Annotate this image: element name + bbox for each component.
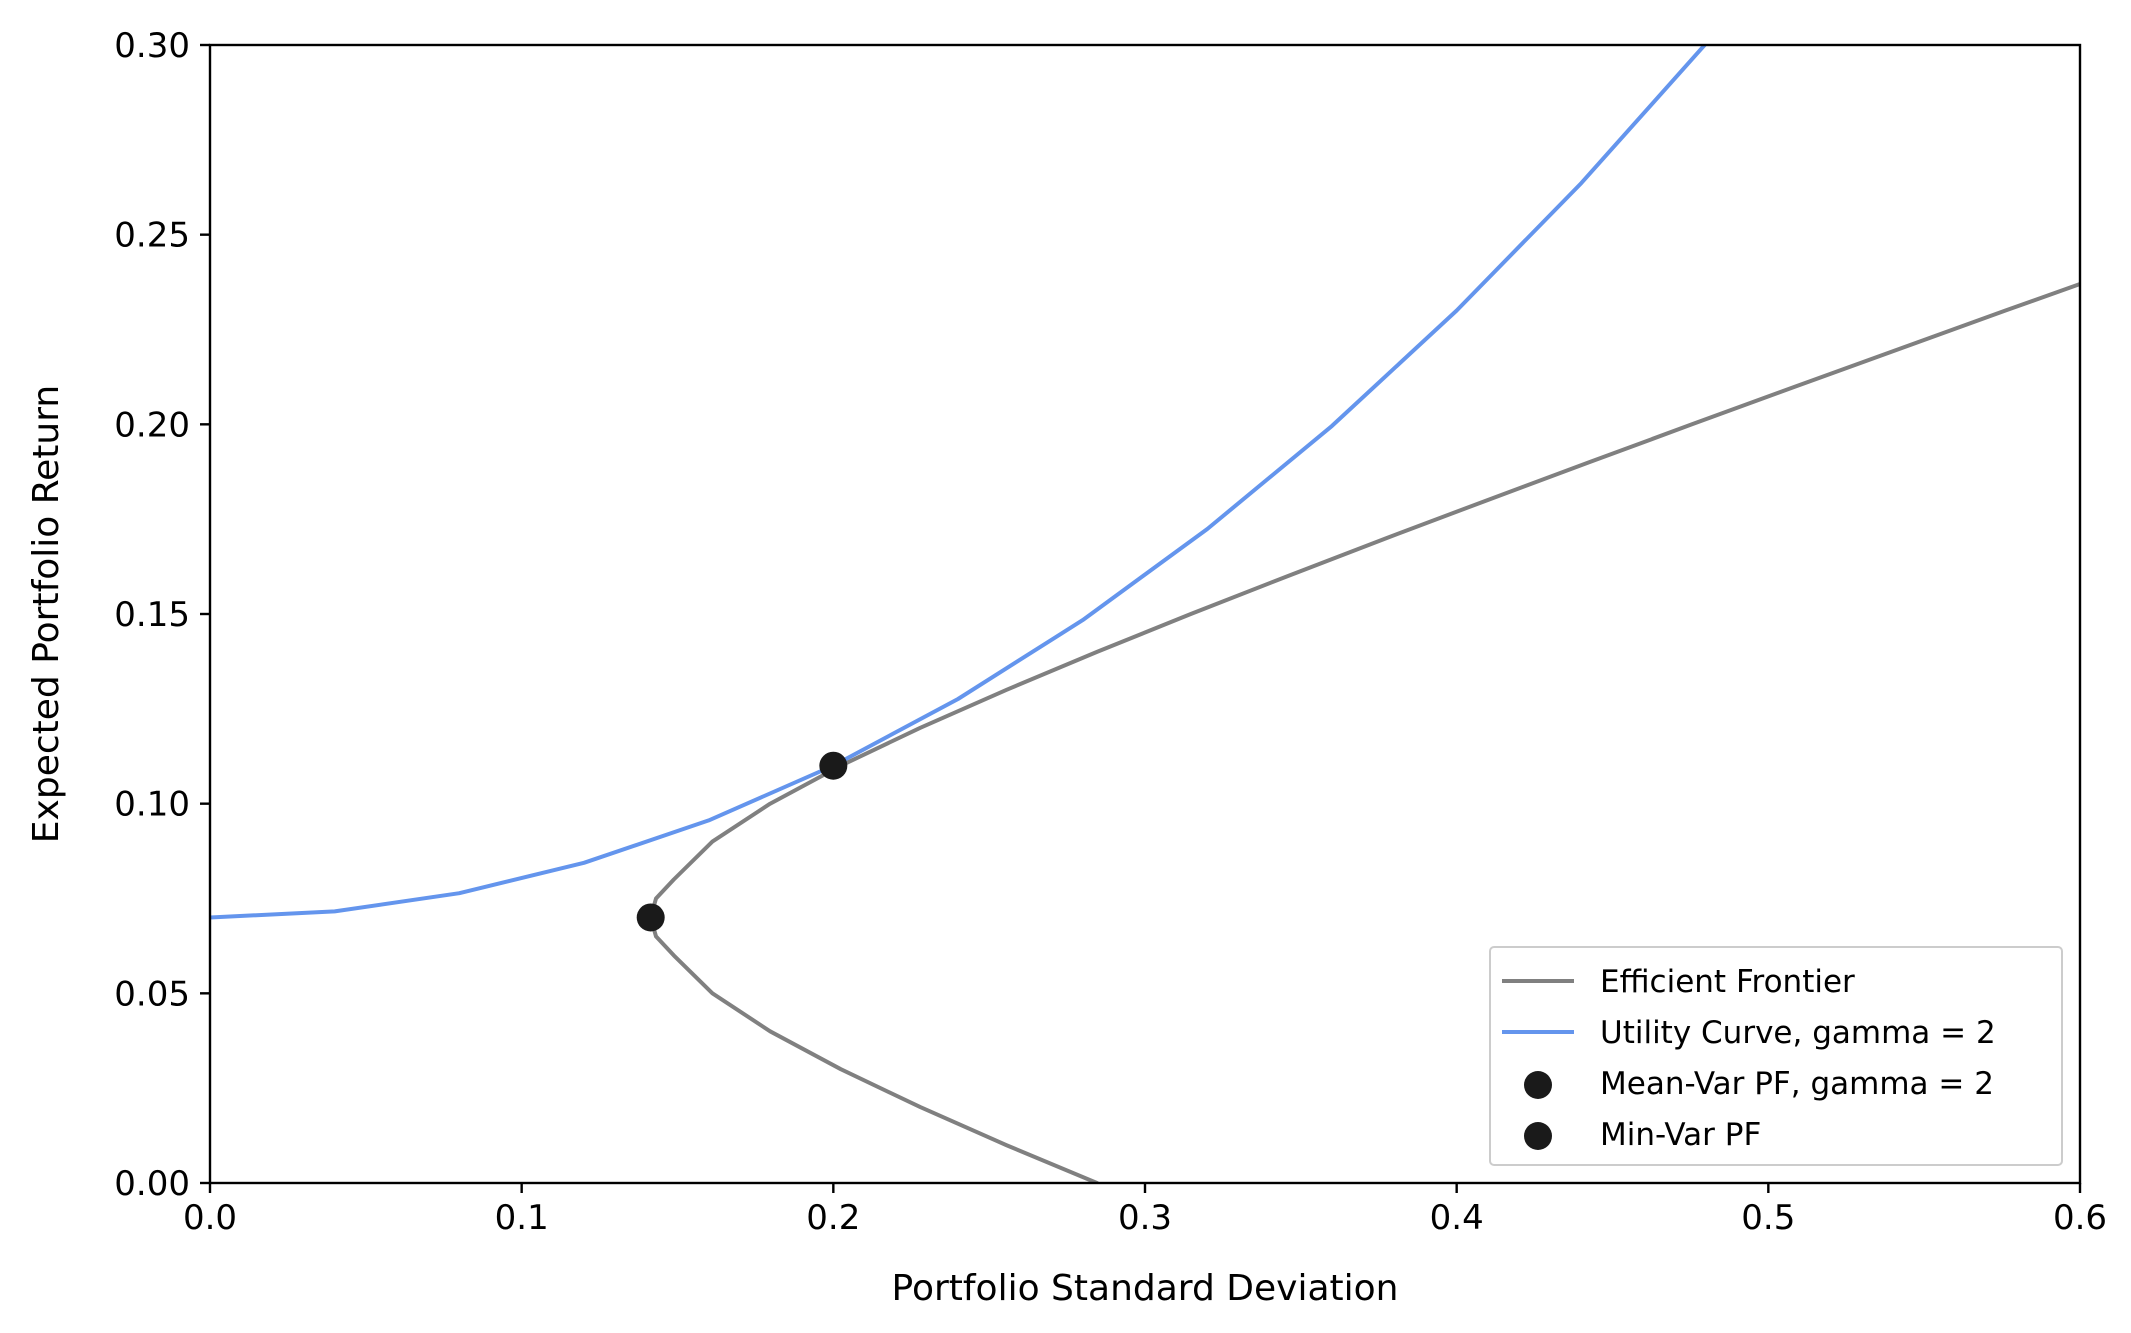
y-axis-label: Expected Portfolio Return bbox=[26, 385, 67, 843]
series-line-1 bbox=[210, 45, 1708, 920]
x-tick-label: 0.6 bbox=[2053, 1198, 2107, 1238]
x-tick-label: 0.3 bbox=[1118, 1198, 1172, 1238]
y-tick-label: 0.15 bbox=[114, 595, 190, 635]
marker-layer bbox=[636, 751, 848, 932]
legend: Efficient Frontier Utility Curve, gamma =… bbox=[1489, 946, 2063, 1166]
x-tick-label: 0.4 bbox=[1430, 1198, 1484, 1238]
legend-entry-label: Efficient Frontier bbox=[1600, 964, 1855, 1000]
scatter-point-2 bbox=[819, 751, 848, 780]
y-tick-label: 0.10 bbox=[114, 785, 190, 825]
legend-entry-label: Utility Curve, gamma = 2 bbox=[1600, 1015, 1996, 1051]
scatter-point-3 bbox=[636, 903, 665, 932]
y-tick-label: 0.00 bbox=[114, 1164, 190, 1204]
legend-marker-swatch bbox=[1524, 1122, 1552, 1150]
y-tick-label: 0.05 bbox=[114, 974, 190, 1014]
y-axis-ticks: 0.00 0.05 0.10 0.15 0.20 0.25 0.30 bbox=[114, 26, 210, 1204]
legend-box bbox=[1489, 946, 2063, 1166]
x-tick-label: 0.5 bbox=[1741, 1198, 1795, 1238]
y-tick-label: 0.30 bbox=[114, 26, 190, 66]
y-tick-label: 0.20 bbox=[114, 405, 190, 445]
y-tick-label: 0.25 bbox=[114, 216, 190, 256]
x-tick-label: 0.1 bbox=[495, 1198, 549, 1238]
legend-entry-label: Min-Var PF bbox=[1600, 1117, 1761, 1153]
x-axis-ticks: 0.0 0.1 0.2 0.3 0.4 0.5 0.6 bbox=[183, 1183, 2107, 1238]
legend-marker-swatch bbox=[1524, 1071, 1552, 1099]
legend-entry-label: Mean-Var PF, gamma = 2 bbox=[1600, 1066, 1994, 1102]
x-axis-label: Portfolio Standard Deviation bbox=[892, 1268, 1399, 1309]
x-tick-label: 0.2 bbox=[806, 1198, 860, 1238]
x-tick-label: 0.0 bbox=[183, 1198, 237, 1238]
